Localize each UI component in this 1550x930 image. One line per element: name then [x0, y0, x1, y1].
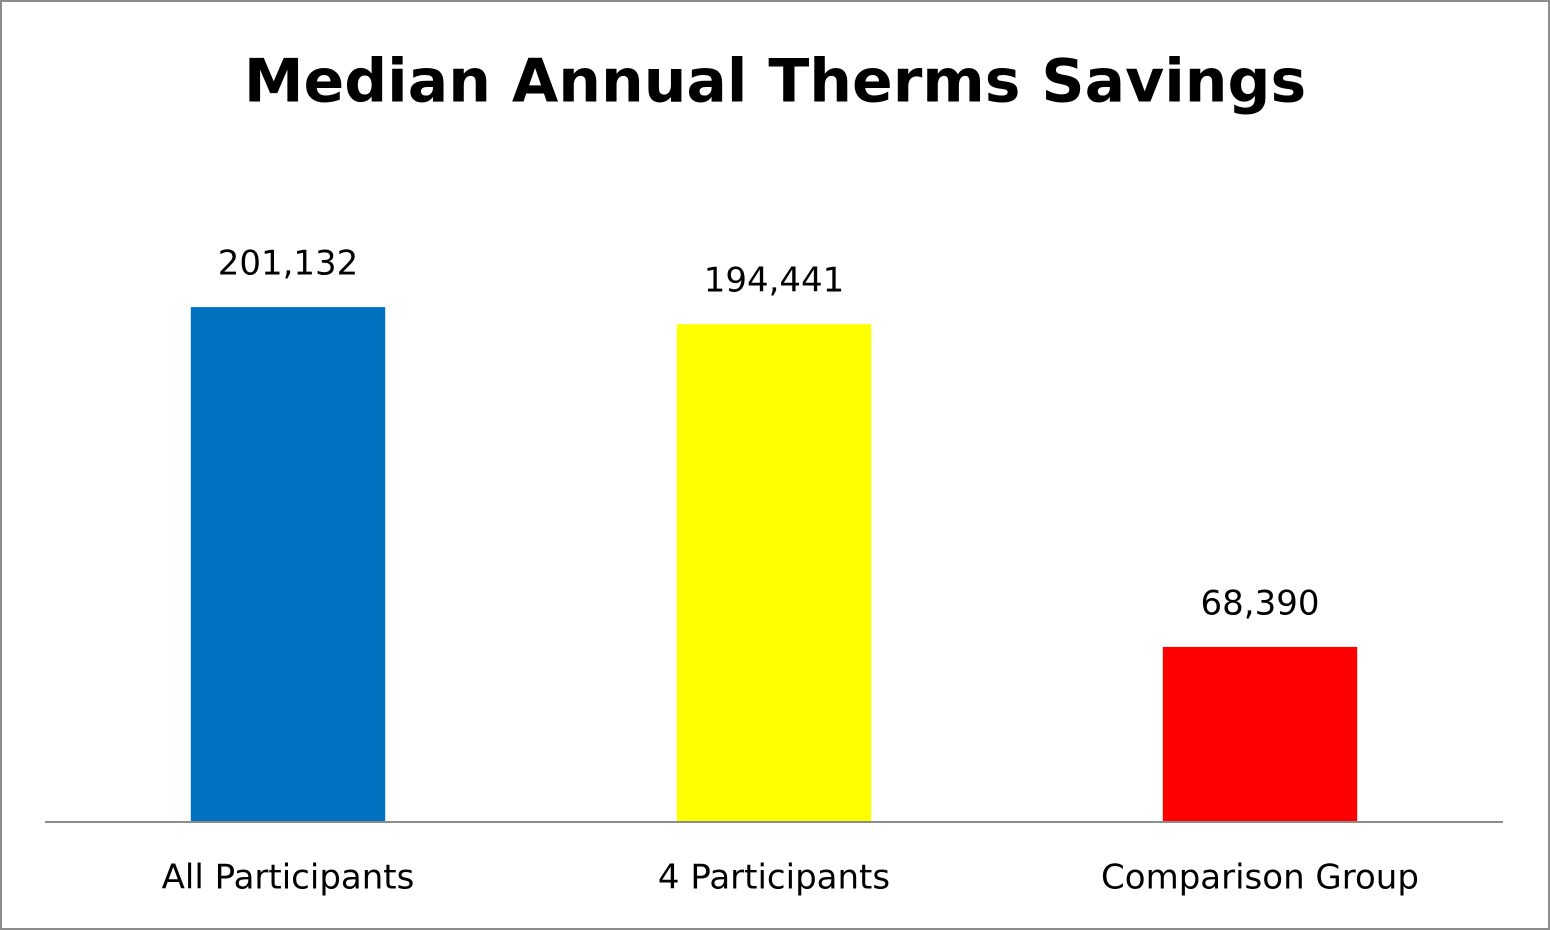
chart-title: Median Annual Therms Savings — [244, 47, 1306, 117]
bar — [190, 307, 386, 823]
bar — [1162, 646, 1358, 822]
x-tick-label: 4 Participants — [658, 858, 890, 898]
value-label: 201,132 — [218, 244, 359, 284]
value-label: 68,390 — [1201, 583, 1320, 623]
value-label: 194,441 — [704, 261, 845, 301]
x-tick-label: All Participants — [162, 858, 415, 898]
bar — [676, 324, 872, 822]
x-tick-label: Comparison Group — [1101, 858, 1419, 898]
